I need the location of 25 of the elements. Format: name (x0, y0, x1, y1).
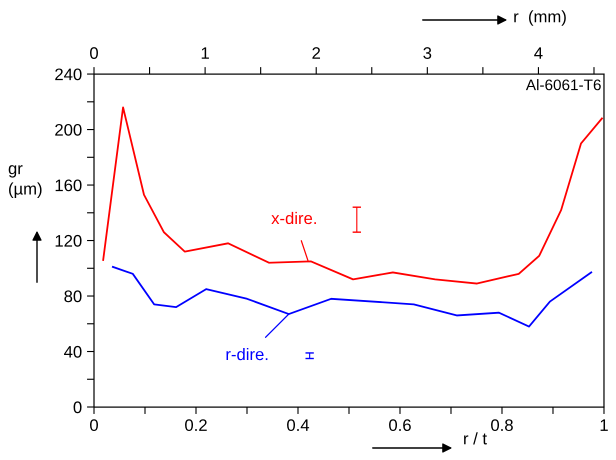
x2-tick-label: 2 (312, 47, 320, 59)
line-series (102, 106, 603, 284)
x2-tick-label: 1 (202, 47, 209, 59)
x2-tick-label: 4 (534, 47, 543, 59)
x-axis-title: r / t (464, 432, 487, 444)
x-tick-label: 0.4 (287, 419, 310, 432)
x-tick-label: 0.8 (491, 419, 513, 432)
annotation: Al-6061-T6 (526, 79, 601, 90)
y-tick-label: 200 (55, 124, 82, 136)
annotation: r-dire. (226, 348, 268, 360)
y-tick-label: 0 (74, 401, 82, 414)
x-tick-label: 0.2 (185, 419, 207, 432)
y-tick-label: 80 (64, 290, 82, 302)
y-tick-label: 160 (56, 179, 82, 192)
x2-axis-title: r (mm) (514, 10, 566, 26)
x-tick-label: 1 (600, 419, 608, 431)
y-tick-label: 40 (64, 346, 82, 358)
y-tick-label: 120 (56, 234, 82, 247)
x2-tick-label: 0 (90, 47, 98, 59)
y-axis-title: gr (µm) (8, 165, 42, 198)
x-tick-label: 0.6 (389, 419, 411, 432)
x-tick-label: 0 (90, 419, 98, 432)
y-tick-label: 240 (55, 68, 82, 80)
x2-tick-label: 3 (423, 47, 432, 59)
annotation: x-dire. (271, 212, 316, 224)
